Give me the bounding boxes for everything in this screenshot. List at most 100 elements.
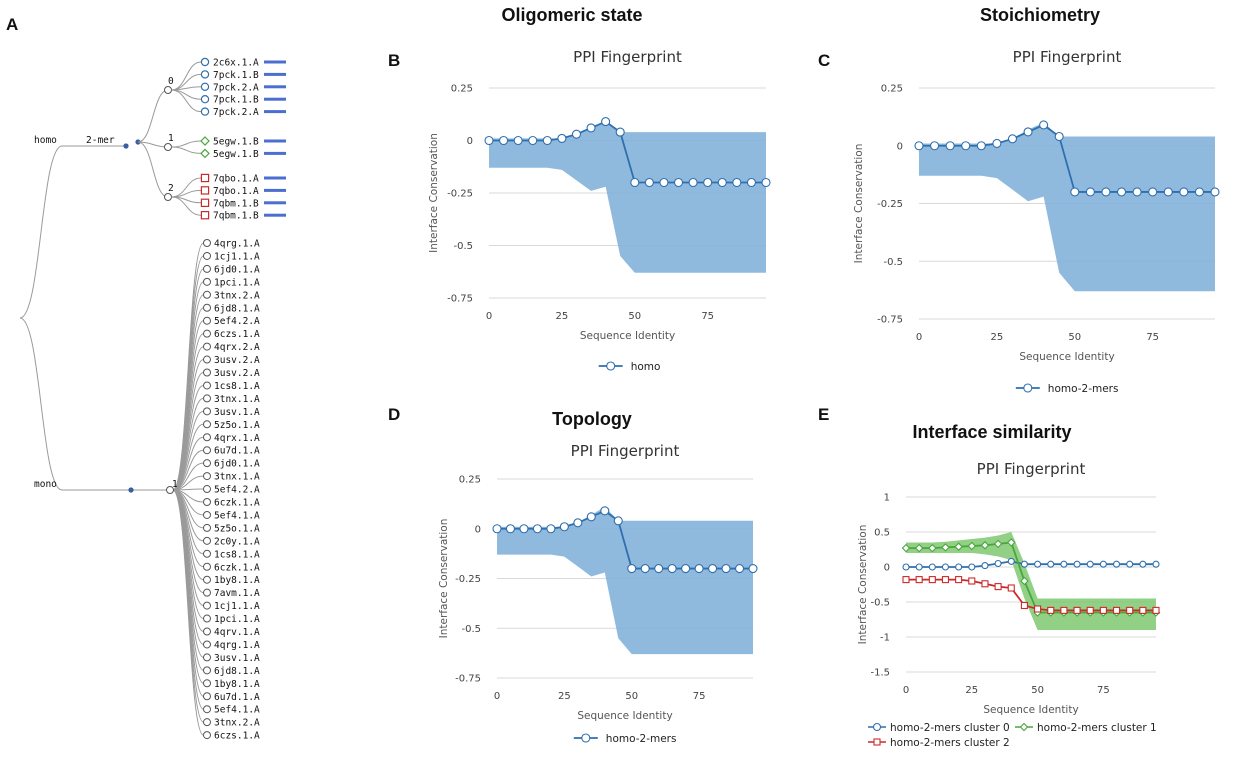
tree-leaf-circle bbox=[203, 731, 211, 740]
data-point bbox=[513, 135, 523, 146]
legend-label: homo bbox=[631, 361, 661, 373]
y-tick-label: -0.25 bbox=[447, 189, 473, 200]
tree-leaf-branch bbox=[171, 89, 202, 100]
tree-branch bbox=[19, 317, 63, 491]
data-point bbox=[703, 177, 713, 188]
tree-leaf-circle bbox=[203, 355, 211, 364]
tree-leaf-label: 5ef4.2.A bbox=[214, 316, 260, 327]
data-point bbox=[930, 141, 940, 151]
tree-leaf-circle bbox=[203, 342, 211, 351]
data-point bbox=[1047, 560, 1055, 568]
data-point bbox=[981, 580, 989, 588]
data-point bbox=[941, 576, 950, 584]
tree-leaf-label: 7qbm.1.B bbox=[213, 211, 259, 222]
legend-label: homo-2-mers bbox=[606, 733, 677, 745]
data-point bbox=[914, 141, 924, 151]
data-point bbox=[980, 541, 990, 550]
tree-leaf-label: 6jd0.1.A bbox=[214, 264, 260, 275]
y-tick-label: -0.25 bbox=[455, 574, 481, 585]
y-tick-label: 0.25 bbox=[881, 84, 903, 95]
tree-leaf-label: 3tnx.2.A bbox=[214, 718, 260, 729]
y-tick-label: 0 bbox=[475, 524, 481, 535]
x-tick-label: 75 bbox=[1146, 332, 1159, 343]
tree-leaf-branch bbox=[171, 146, 202, 154]
tree-leaf-branch bbox=[171, 196, 202, 216]
tree-leaf-label: 6czs.1.A bbox=[214, 731, 260, 742]
y-tick-label: -0.5 bbox=[883, 257, 903, 268]
data-point bbox=[941, 543, 950, 552]
tree-cluster-label: 2 bbox=[168, 183, 174, 194]
data-point bbox=[902, 563, 910, 571]
data-point bbox=[542, 135, 552, 146]
tree-leaf-circle bbox=[203, 459, 211, 468]
data-point bbox=[955, 576, 963, 584]
confidence-band bbox=[497, 506, 753, 655]
tree-leaf-circle bbox=[203, 498, 211, 506]
y-tick-label: 0 bbox=[897, 141, 903, 152]
panel-letter-d: D bbox=[388, 405, 400, 424]
data-point bbox=[573, 518, 583, 528]
data-point bbox=[915, 563, 923, 571]
data-point bbox=[640, 563, 650, 574]
tree-leaf-branch bbox=[171, 89, 202, 113]
tree-leaf-label: 3usv.2.A bbox=[214, 355, 260, 366]
data-point bbox=[492, 524, 502, 534]
data-point bbox=[1099, 560, 1107, 568]
data-point bbox=[600, 506, 610, 516]
tree-leaf-label: 6czs.1.A bbox=[214, 329, 260, 340]
tree-leaf-branch bbox=[172, 333, 204, 491]
data-point bbox=[1070, 187, 1080, 197]
tree-leaf-branch bbox=[171, 140, 202, 148]
data-point bbox=[902, 576, 910, 584]
data-point bbox=[1101, 187, 1111, 197]
chart-panel-b: PPI Fingerprint 0.25 0 -0.25 -0.5 -0.75 0 25 50 7… bbox=[428, 48, 771, 373]
tree-leaf-label: 7pck.2.A bbox=[213, 107, 259, 118]
data-point bbox=[1020, 576, 1029, 586]
data-point bbox=[955, 563, 963, 571]
tree-leaf-square bbox=[200, 211, 210, 220]
data-point bbox=[667, 563, 677, 574]
x-axis-label: Sequence Identity bbox=[580, 330, 675, 342]
tree-leaf-circle bbox=[203, 239, 211, 247]
tree-node bbox=[164, 143, 172, 151]
tree-leaf-bar bbox=[264, 201, 286, 205]
data-point bbox=[1210, 187, 1220, 197]
tree-leaf-circle bbox=[203, 601, 211, 610]
tree-leaf-label: 5ef4.1.A bbox=[214, 510, 260, 521]
section-title-e: Interface similarity bbox=[912, 422, 1071, 442]
tree-leaf-circle bbox=[203, 679, 211, 688]
data-point bbox=[732, 177, 742, 188]
tree-leaf-label: 1cs8.1.A bbox=[214, 381, 260, 392]
data-point bbox=[954, 542, 963, 551]
x-axis-label: Sequence Identity bbox=[1019, 351, 1114, 363]
tree-cluster-label: 1 bbox=[168, 133, 174, 144]
data-point bbox=[994, 583, 1002, 591]
tree-leaf-label: 6czk.1.A bbox=[214, 562, 260, 573]
data-point bbox=[1086, 606, 1094, 614]
data-point bbox=[1139, 606, 1147, 614]
tree-leaf-circle bbox=[203, 394, 211, 403]
tree-leaf-label: 2c6x.1.A bbox=[213, 58, 259, 69]
data-point bbox=[928, 563, 936, 571]
tree-leaf-label: 1cs8.1.A bbox=[214, 549, 260, 560]
data-point bbox=[681, 563, 691, 574]
data-point bbox=[945, 141, 955, 151]
tree-leaf-circle bbox=[203, 407, 211, 416]
data-point bbox=[994, 559, 1002, 568]
chart-title: PPI Fingerprint bbox=[977, 460, 1086, 478]
panel-letter-a: A bbox=[6, 15, 18, 34]
tree-leaf-bar bbox=[264, 151, 286, 155]
tree-leaf-circle bbox=[203, 549, 211, 558]
data-point bbox=[1163, 187, 1173, 197]
tree-node bbox=[164, 86, 172, 94]
tree-leaf-diamond bbox=[200, 136, 210, 146]
tree-leaf-square bbox=[200, 173, 210, 183]
data-point bbox=[1112, 560, 1121, 568]
x-tick-label: 50 bbox=[625, 691, 638, 702]
y-tick-label: 0 bbox=[884, 563, 890, 574]
data-point bbox=[546, 524, 556, 534]
tree-leaf-circle bbox=[203, 575, 211, 584]
x-tick-label: 25 bbox=[965, 685, 978, 696]
tree-leaf-label: 6jd8.1.A bbox=[214, 303, 260, 314]
data-point bbox=[976, 141, 986, 151]
